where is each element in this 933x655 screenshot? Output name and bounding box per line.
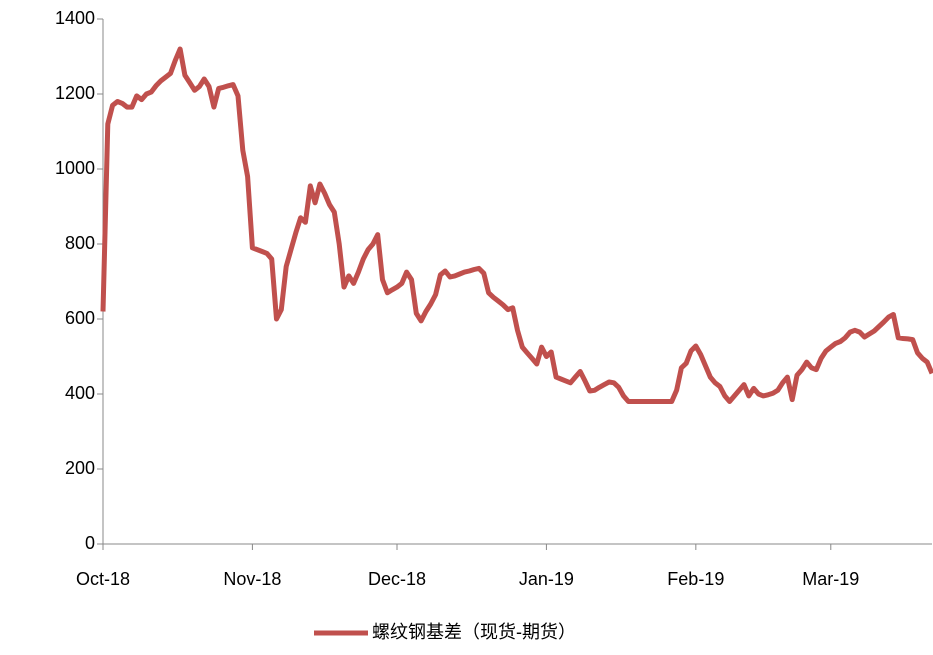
line-series [100,46,933,404]
y-tick-label: 1400 [55,8,95,28]
x-tick-label: Feb-19 [667,569,724,589]
x-tick-label: Dec-18 [368,569,426,589]
x-tick-label: Jan-19 [519,569,574,589]
y-tick-label: 400 [65,383,95,403]
x-tick-label: Nov-18 [223,569,281,589]
y-tick-label: 200 [65,458,95,478]
y-tick-label: 1000 [55,158,95,178]
y-tick-label: 600 [65,308,95,328]
y-tick-label: 800 [65,233,95,253]
x-tick-label: Mar-19 [802,569,859,589]
y-tick-label: 1200 [55,83,95,103]
x-tick-label: Oct-18 [76,569,130,589]
legend-label: 螺纹钢基差（现货-期货） [372,622,576,642]
y-tick-label: 0 [85,533,95,553]
